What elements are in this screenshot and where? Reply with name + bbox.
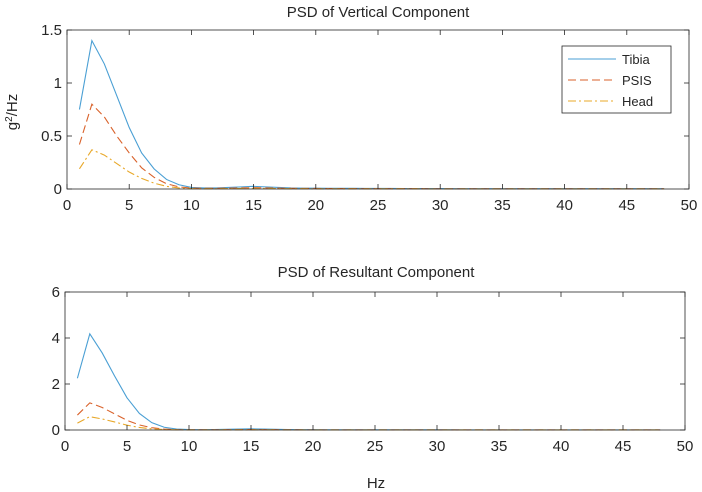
x-tick-label: 25 (370, 197, 387, 214)
legend-label-tibia: Tibia (622, 52, 650, 67)
legend-label-psis: PSIS (622, 73, 652, 88)
series-line-tibia (76, 332, 661, 431)
x-tick-label: 50 (677, 438, 694, 455)
x-tick-label: 45 (618, 197, 635, 214)
y-axis-label-vertical: g2/Hz (4, 94, 22, 130)
y-tick-label: 4 (52, 330, 60, 347)
x-tick-label: 20 (305, 438, 322, 455)
x-tick-label: 10 (183, 197, 200, 214)
legend-box (561, 45, 672, 114)
x-tick-label: 35 (491, 438, 508, 455)
y-tick-label: 1 (54, 75, 62, 92)
x-tick-label: 25 (367, 438, 384, 455)
x-tick-label: 5 (125, 197, 133, 214)
x-tick-label: 35 (494, 197, 511, 214)
x-tick-label: 15 (243, 438, 260, 455)
legend: Tibia PSIS Head (561, 45, 672, 114)
y-tick-label: 2 (52, 376, 60, 393)
x-tick-label: 20 (307, 197, 324, 214)
x-tick-label: 5 (123, 438, 131, 455)
x-tick-label: 0 (63, 197, 71, 214)
x-tick-label: 30 (432, 197, 449, 214)
plot-area-vertical: 0 5 10 15 20 25 30 35 40 45 50 0 0.5 1 1.5 (41, 22, 697, 214)
series-line-psis (77, 402, 661, 431)
chart-title-resultant: PSD of Resultant Component (278, 264, 476, 281)
y-tick-label: 6 (52, 284, 60, 301)
x-tick-label: 50 (681, 197, 698, 214)
axes-box (64, 291, 686, 431)
x-tick-label: 45 (615, 438, 632, 455)
legend-label-head: Head (622, 94, 653, 109)
y-tick-label: 1.5 (41, 22, 62, 39)
x-tick-label: 10 (181, 438, 198, 455)
series-group (76, 332, 661, 431)
x-tick-label: 40 (553, 438, 570, 455)
y-tick-label: 0.5 (41, 128, 62, 145)
x-tick-label: 0 (61, 438, 69, 455)
series-line-psis (78, 103, 665, 190)
chart-title-vertical: PSD of Vertical Component (287, 4, 470, 21)
chart-resultant-component: PSD of Resultant Component 0 5 10 15 20 25 30 3… (52, 264, 694, 492)
x-tick-label: 15 (245, 197, 262, 214)
x-tick-label: 40 (556, 197, 573, 214)
y-tick-label: 0 (54, 181, 62, 198)
x-axis-label-resultant: Hz (367, 475, 385, 492)
y-tick-label: 0 (52, 422, 60, 439)
series-line-head (78, 149, 665, 190)
x-tick-label: 30 (429, 438, 446, 455)
chart-vertical-component: PSD of Vertical Component g2/Hz 0 5 10 15 20… (4, 4, 698, 214)
plot-area-resultant: 0 5 10 15 20 25 30 35 40 45 50 0 2 4 6 (52, 284, 694, 455)
series-line-head (77, 416, 661, 431)
